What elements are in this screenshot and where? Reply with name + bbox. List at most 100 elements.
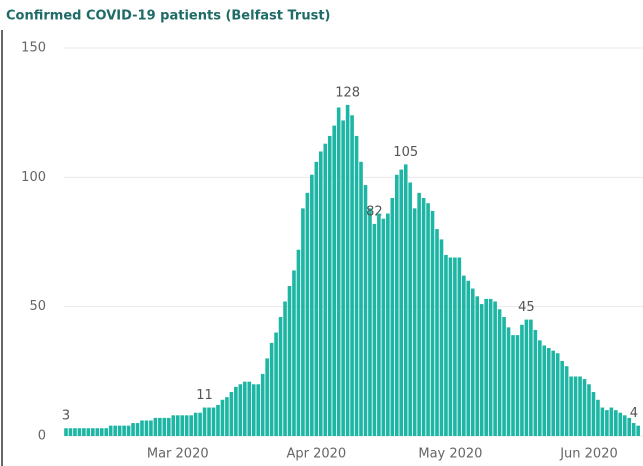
bar <box>292 270 296 436</box>
bar <box>497 309 502 436</box>
bar <box>618 412 623 436</box>
bar <box>86 428 91 436</box>
bar <box>251 384 256 436</box>
bar <box>149 420 153 436</box>
bar <box>131 423 135 436</box>
bar <box>274 332 278 436</box>
bar <box>91 428 95 436</box>
bar <box>243 381 247 436</box>
bar <box>363 185 368 436</box>
bar <box>614 410 618 436</box>
bar <box>269 342 274 436</box>
bar <box>260 373 265 436</box>
bar <box>417 192 421 436</box>
bar <box>247 381 252 436</box>
y-tick-label: 50 <box>29 299 46 314</box>
bar <box>506 327 511 436</box>
bar <box>73 428 77 436</box>
bar <box>167 417 171 436</box>
bar <box>64 428 68 436</box>
bar <box>77 428 82 436</box>
bar <box>68 428 73 436</box>
bar <box>216 404 220 436</box>
bar <box>368 208 372 436</box>
bar <box>372 223 377 436</box>
bar <box>605 410 609 436</box>
bar <box>479 304 484 436</box>
bar <box>390 198 395 436</box>
bar <box>117 425 122 436</box>
bar <box>184 415 189 436</box>
bar <box>171 415 176 436</box>
data-label: 11 <box>196 388 213 403</box>
bar <box>636 425 640 436</box>
bar <box>515 335 520 436</box>
bar <box>95 428 100 436</box>
bar <box>403 164 408 436</box>
bar <box>524 319 529 436</box>
bar <box>310 174 314 436</box>
bar <box>113 425 117 436</box>
bar <box>327 135 332 437</box>
bar <box>198 412 202 436</box>
bar <box>211 407 216 436</box>
bar <box>234 386 238 436</box>
bar <box>381 218 386 436</box>
bar <box>488 298 493 436</box>
bar <box>551 350 556 436</box>
bar <box>265 358 269 436</box>
y-tick-label: 0 <box>38 429 46 444</box>
bar <box>631 423 636 436</box>
bar <box>287 285 292 436</box>
bar <box>305 192 310 436</box>
bar <box>564 366 569 436</box>
bar <box>421 198 426 436</box>
x-tick-label: Apr 2020 <box>286 447 346 462</box>
bar <box>609 407 614 436</box>
bar <box>529 319 533 436</box>
bar <box>189 415 193 436</box>
bar <box>627 417 632 436</box>
bar <box>202 407 207 436</box>
bar <box>99 428 104 436</box>
x-tick-label: Mar 2020 <box>147 447 209 462</box>
bar <box>354 135 359 437</box>
bar <box>600 407 605 436</box>
bar <box>394 174 399 436</box>
bar <box>144 420 149 436</box>
bar <box>332 125 336 436</box>
data-label: 3 <box>62 409 70 424</box>
bar <box>336 107 341 436</box>
bar <box>578 376 582 436</box>
bar <box>296 249 301 436</box>
bar <box>399 169 404 436</box>
bar <box>377 213 381 436</box>
y-tick-label: 100 <box>21 170 46 185</box>
bar <box>350 115 354 437</box>
bar <box>569 376 573 436</box>
bar <box>318 151 323 436</box>
bar <box>502 317 506 436</box>
bar <box>462 275 466 436</box>
bar <box>542 345 547 436</box>
bar <box>466 280 471 436</box>
bar <box>484 298 488 436</box>
bar <box>435 229 439 436</box>
bar <box>430 210 435 436</box>
bar <box>573 376 578 436</box>
bar <box>493 301 497 436</box>
data-label: 45 <box>518 300 535 315</box>
bar <box>555 353 560 436</box>
bar <box>622 415 627 436</box>
bar <box>470 288 475 436</box>
bar <box>341 120 345 436</box>
data-label: 105 <box>393 145 418 160</box>
bar <box>108 425 113 436</box>
bar <box>238 384 243 436</box>
bar <box>122 425 126 436</box>
bar <box>426 203 430 436</box>
bar <box>475 296 480 436</box>
bar <box>457 257 462 436</box>
